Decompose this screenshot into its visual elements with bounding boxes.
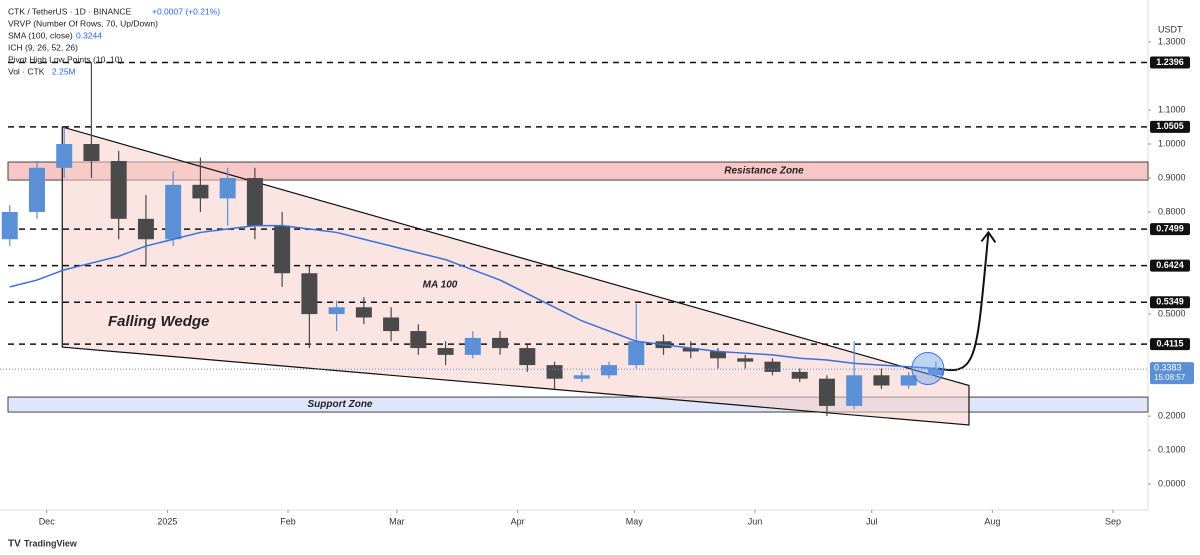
brand-logo: TV [8,539,21,550]
y-tick-label: 0.1000 [1158,445,1186,455]
candle-body [246,178,263,226]
candle-body [301,273,318,315]
candle-body [546,365,563,379]
header-vol: Vol · CTK [8,66,45,76]
y-tick-label: 0.9000 [1158,172,1186,182]
candle-body [628,341,645,366]
candle-body [737,358,754,362]
candle-body [437,348,454,355]
candle-body [328,307,345,315]
candle-body [28,167,45,213]
y-tick-label: 0.2000 [1158,410,1186,420]
y-tick-label: 1.1000 [1158,104,1186,114]
candle-body [83,143,100,162]
header-ich: ICH (9, 26, 52, 26) [8,42,78,52]
candle-body [383,317,400,332]
level-label: 0.4115 [1156,339,1183,349]
level-tag [1150,259,1190,272]
ma-label: MA 100 [423,280,458,291]
level-label: 1.0505 [1156,121,1184,131]
x-tick-label: Apr [511,516,525,526]
candle-body [410,331,427,349]
wedge [61,126,970,426]
candle-body [900,375,917,386]
candle-body [110,161,127,219]
candle-body [573,375,590,379]
candle-body [1,212,18,240]
candle-body [682,348,699,352]
header-pivots: Pivot High Low Points (10, 10) [8,54,123,64]
x-tick-label: 2025 [157,516,177,526]
x-tick-label: Feb [280,516,296,526]
candle-body [192,184,209,199]
arrow-head [980,230,997,244]
y-tick-label: 0.5000 [1158,308,1186,318]
candle-body [137,218,154,240]
header-sma-value: 0.3244 [76,30,102,40]
header-vrvp: VRVP (Number Of Rows, 70, Up/Down) [8,18,158,28]
countdown: 15:08:57 [1154,373,1186,382]
brand: TradingView [24,538,78,548]
candle-body [519,348,536,366]
zone-label: Resistance Zone [724,166,804,177]
wedge-label: Falling Wedge [108,313,209,330]
header-change: +0.0007 (+0.21%) [152,6,220,16]
x-tick-label: Jul [866,516,878,526]
candle-body [56,143,73,168]
zone [7,161,1149,181]
projection-arrow [937,232,990,372]
y-tick-label: 0.8000 [1158,206,1186,216]
level-tag [1150,56,1190,69]
level-label: 0.6424 [1156,260,1184,270]
candle-body [219,178,236,199]
candle-body [709,351,726,359]
x-tick-label: May [626,516,644,526]
currency: USDT [1158,24,1183,34]
candle-body [274,225,291,274]
level-tag [1150,223,1190,236]
current-price-tag [1150,362,1194,385]
x-tick-label: Dec [39,516,56,526]
x-tick-label: Jun [748,516,763,526]
level-label: 1.2396 [1156,57,1184,67]
candle-body [818,378,835,406]
x-tick-label: Aug [984,516,1000,526]
header-symbol: CTK / TetherUS · 1D · BINANCE [8,6,131,16]
x-tick-label: Sep [1105,516,1121,526]
candle-body [355,307,372,318]
y-tick-label: 0.0000 [1158,479,1186,489]
x-tick-label: Mar [389,516,405,526]
candle-body [791,371,808,379]
ma-line [9,224,936,370]
level-tag [1150,338,1190,351]
y-tick-label: 1.3000 [1158,36,1186,46]
zone [7,396,1149,413]
candle-body [846,375,863,406]
header-sma: SMA (100, close) [8,30,73,40]
level-tag [1150,120,1190,133]
candle-body [927,368,944,376]
current-price-label: 0.3383 [1154,362,1182,372]
highlight-circle [911,351,945,385]
level-label: 0.7499 [1156,223,1184,233]
level-label: 0.5349 [1156,297,1184,307]
candle-body [464,337,481,355]
candle-body [165,184,182,240]
header-vol-value: 2.25M [52,66,76,76]
candle-body [764,361,781,372]
candle-body [601,365,618,376]
zone-label: Support Zone [308,399,373,410]
candle-body [492,337,509,349]
level-tag [1150,296,1190,309]
candle-body [873,375,890,386]
plot: Resistance Zone Support Zone Falling Wedge… [0,36,1194,526]
y-tick-label: 1.0000 [1158,138,1186,148]
